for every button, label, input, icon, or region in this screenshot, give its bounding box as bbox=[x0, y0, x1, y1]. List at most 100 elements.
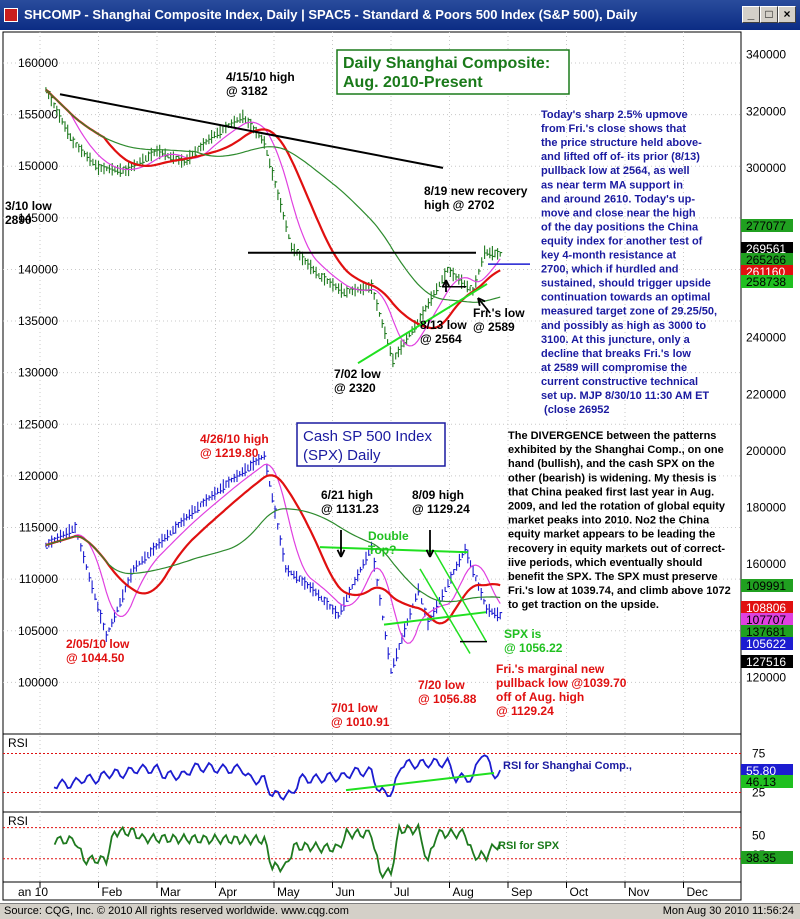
arrow-fri-low bbox=[477, 297, 491, 314]
rsi1-tag: 55.80 bbox=[746, 764, 776, 778]
rsi1-tick-label: 25 bbox=[752, 786, 766, 800]
month-label: Mar bbox=[160, 885, 181, 899]
shanghai-title: Daily Shanghai Composite: Aug. 2010-Prese… bbox=[343, 55, 550, 91]
shanghai-annotation: 8/19 new recovery high @ 2702 bbox=[424, 184, 528, 212]
commentary-top: Today's sharp 2.5% upmove from Fri.'s clo… bbox=[541, 109, 717, 416]
spx-annotation: Double Top? bbox=[368, 529, 409, 557]
right-axis-tick-label: 300000 bbox=[746, 161, 786, 175]
price-tag-bg bbox=[741, 275, 793, 288]
arrow-8-13-low-head bbox=[441, 279, 451, 288]
month-label: Aug bbox=[453, 885, 474, 899]
series-layer bbox=[45, 87, 530, 880]
maximize-button[interactable]: □ bbox=[760, 6, 778, 23]
spx-annotation: SPX is @ 1056.22 bbox=[504, 627, 563, 655]
month-label: Jun bbox=[336, 885, 355, 899]
right-axis-tick-label: 120000 bbox=[746, 670, 786, 684]
spx-title: Cash SP 500 Index (SPX) Daily bbox=[303, 428, 432, 464]
spx-annotation: 7/20 low @ 1056.88 bbox=[418, 678, 477, 706]
rsi1-tick-label: 75 bbox=[752, 747, 766, 761]
spx-channel-line-2 bbox=[434, 551, 487, 642]
month-label: Jul bbox=[394, 885, 409, 899]
rsi2-tick-label: 50 bbox=[752, 828, 766, 842]
price-tags: 55.8046.1338.352770772695612652662611602… bbox=[741, 219, 793, 865]
window-title: SHCOMP - Shanghai Composite Index, Daily… bbox=[24, 7, 638, 22]
price-tag: 105622 bbox=[746, 637, 786, 651]
price-tag: 269561 bbox=[746, 242, 786, 256]
shanghai-downtrend-line bbox=[59, 93, 444, 169]
shanghai-ma-fast bbox=[45, 89, 501, 347]
left-axis-tick-label: 120000 bbox=[18, 469, 58, 483]
spx-channel-line-1 bbox=[419, 568, 471, 654]
price-tag-bg bbox=[741, 579, 793, 592]
spx-annotation: 4/26/10 high @ 1219.80 bbox=[200, 432, 269, 460]
rsi2-tag-bg bbox=[741, 851, 793, 864]
close-button[interactable]: × bbox=[778, 6, 796, 23]
spx-double-top-line bbox=[319, 546, 469, 554]
spx-ma-mid bbox=[45, 474, 501, 625]
shanghai-annotation: Fri.'s low @ 2589 bbox=[473, 306, 525, 334]
month-label: May bbox=[277, 885, 300, 899]
status-timestamp: Mon Aug 30 2010 11:56:24 bbox=[662, 905, 794, 917]
window-titlebar: SHCOMP - Shanghai Composite Index, Daily… bbox=[0, 0, 800, 30]
price-tag-bg bbox=[741, 601, 793, 614]
spx-ma-slow bbox=[45, 508, 501, 603]
spx-annotation: Fri.'s marginal new pullback low @1039.70… bbox=[496, 662, 627, 718]
month-label: Feb bbox=[102, 885, 123, 899]
shanghai-ma-mid bbox=[45, 88, 501, 330]
right-axis-tick-label: 240000 bbox=[746, 331, 786, 345]
shanghai-title-box bbox=[336, 49, 570, 95]
arrow-6-21-high-head bbox=[336, 549, 346, 558]
rsi1-tag-bg bbox=[741, 775, 793, 788]
month-label: Apr bbox=[219, 885, 238, 899]
arrow-fri-low-head bbox=[477, 297, 486, 306]
month-label: Dec bbox=[687, 885, 708, 899]
left-axis-tick-label: 155000 bbox=[18, 108, 58, 122]
commentary-bottom: The DIVERGENCE between the patterns exhib… bbox=[508, 430, 731, 611]
price-tag-bg bbox=[741, 655, 793, 668]
grid-lines bbox=[3, 32, 741, 882]
copyright-text: Source: CQG, Inc. © 2010 All rights rese… bbox=[4, 905, 349, 917]
price-tag: 127516 bbox=[746, 655, 786, 669]
shanghai-annotation: 7/02 low @ 2320 bbox=[334, 367, 381, 395]
price-tag: 107707 bbox=[746, 613, 786, 627]
price-tag: 108806 bbox=[746, 601, 786, 615]
left-axis-tick-label: 125000 bbox=[18, 417, 58, 431]
price-tag: 258738 bbox=[746, 275, 786, 289]
rsi-panel-label: RSI bbox=[8, 736, 28, 750]
price-tag-bg bbox=[741, 625, 793, 638]
rsi1-tag: 46.13 bbox=[746, 775, 776, 789]
right-axis-tick-label: 320000 bbox=[746, 104, 786, 118]
chart-area: 160000 155000 150000 145000 140000 135000 1300… bbox=[2, 31, 793, 901]
left-axis-tick-label: 110000 bbox=[19, 572, 58, 586]
price-tag-bg bbox=[741, 242, 793, 255]
price-tag-bg bbox=[741, 637, 793, 650]
month-label: Oct bbox=[570, 885, 589, 899]
right-axis-tick-label: 340000 bbox=[746, 48, 786, 62]
shanghai-annotation: 4/15/10 high @ 3182 bbox=[226, 70, 295, 98]
rsi-spx-line bbox=[53, 822, 502, 880]
left-axis-tick-label: 140000 bbox=[18, 262, 58, 276]
arrow-8-09-high-head bbox=[425, 549, 435, 558]
main-price-panel bbox=[2, 31, 742, 735]
minimize-button[interactable]: _ bbox=[742, 6, 760, 23]
spx-annotation: 6/21 high @ 1131.23 bbox=[321, 488, 379, 516]
left-axis-tick-label: 160000 bbox=[18, 56, 58, 70]
shanghai-annotation: 3/10 low 2890 bbox=[5, 199, 52, 227]
month-label: an 10 bbox=[18, 885, 48, 899]
rsi-shanghai-note: RSI for Shanghai Comp., bbox=[503, 760, 632, 772]
right-axis-tick-label: 160000 bbox=[746, 557, 786, 571]
price-tag: 137681 bbox=[746, 625, 786, 639]
spx-annotation: 8/09 high @ 1129.24 bbox=[412, 488, 470, 516]
left-axis-tick-label: 115000 bbox=[19, 521, 58, 535]
shanghai-ma-slow bbox=[45, 89, 501, 303]
price-tag-bg bbox=[741, 613, 793, 626]
spx-title-box bbox=[296, 422, 446, 467]
annotations: RSI RSI RSI for Shanghai Comp., RSI for SPX… bbox=[5, 49, 731, 852]
left-axis-tick-label: 100000 bbox=[18, 675, 58, 689]
rsi-spx-note: RSI for SPX bbox=[498, 840, 560, 852]
status-bar: Source: CQG, Inc. © 2010 All rights rese… bbox=[0, 903, 800, 919]
rsi2-tag: 38.35 bbox=[746, 851, 776, 865]
rsi1-tag-bg bbox=[741, 764, 793, 777]
left-axis-tick-label: 145000 bbox=[18, 211, 58, 225]
month-label: Nov bbox=[628, 885, 649, 899]
